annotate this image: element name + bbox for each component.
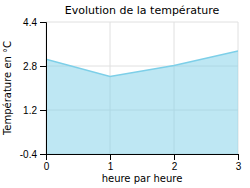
x-tick-mark	[238, 154, 239, 160]
y-tick: -0.4	[20, 149, 46, 160]
y-axis-title: Température en °C	[2, 41, 13, 136]
y-tick-label: 4.4	[23, 17, 37, 28]
y-tick-mark	[40, 154, 46, 155]
x-axis-title: heure par heure	[102, 173, 183, 184]
y-tick-mark	[40, 110, 46, 111]
y-tick-mark	[40, 66, 46, 67]
y-tick-label: 1.2	[23, 105, 37, 116]
x-axis: 0 1 2 3	[44, 154, 242, 172]
line	[46, 51, 238, 77]
y-tick: 1.2	[23, 105, 46, 116]
x-tick-label: 3	[236, 161, 242, 172]
marks	[46, 51, 238, 154]
x-tick-mark	[110, 154, 111, 160]
x-tick-mark	[174, 154, 175, 160]
x-tick-label: 1	[108, 161, 114, 172]
plot: 0 1 2 3 -0.4 1.2 2.8 4.4	[20, 17, 242, 172]
area	[46, 51, 238, 154]
y-tick-label: 2.8	[23, 61, 37, 72]
x-tick: 2	[172, 154, 178, 172]
y-axis-line	[40, 23, 47, 155]
grid	[46, 22, 238, 154]
y-tick: 2.8	[23, 61, 46, 72]
x-tick: 0	[44, 154, 50, 172]
chart: 0 1 2 3 -0.4 1.2 2.8 4.4 Evolution de la tempéra…	[0, 0, 250, 188]
x-axis-line	[47, 155, 239, 161]
y-tick-mark	[40, 22, 46, 23]
x-tick-label: 2	[172, 161, 178, 172]
grid-line	[46, 22, 238, 23]
y-tick-label: -0.4	[20, 149, 38, 160]
y-axis: -0.4 1.2 2.8 4.4	[20, 17, 47, 160]
y-tick: 4.4	[23, 17, 46, 28]
x-tick: 1	[108, 154, 114, 172]
x-tick-label: 0	[44, 161, 50, 172]
title: Evolution de la température	[65, 4, 220, 17]
x-tick: 3	[236, 154, 242, 172]
